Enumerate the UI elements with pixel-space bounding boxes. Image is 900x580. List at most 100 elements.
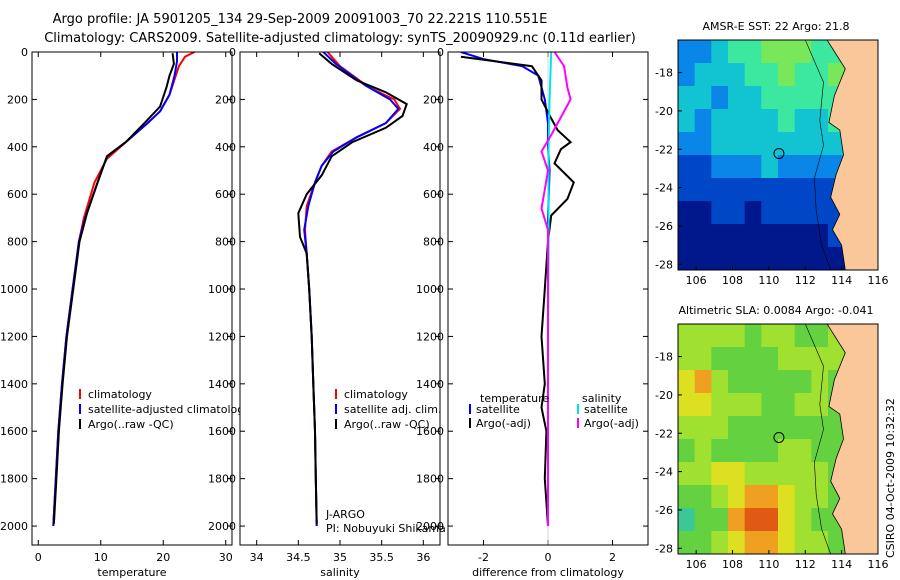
map-cell bbox=[694, 370, 712, 394]
map-cell bbox=[778, 224, 796, 248]
map-cell bbox=[678, 63, 696, 87]
map-cell bbox=[811, 63, 829, 87]
legend: temperature salinitysatelliteArgo(-adj)sa… bbox=[469, 392, 639, 430]
map-cell bbox=[744, 63, 762, 87]
legend-label: satellite bbox=[476, 403, 520, 416]
x-tick-label: 110 bbox=[758, 274, 779, 287]
x-tick-label: 2 bbox=[609, 551, 616, 564]
y-tick-label: 800 bbox=[423, 236, 444, 249]
map-cell bbox=[794, 63, 812, 87]
map-cell bbox=[728, 247, 746, 270]
map-cell bbox=[728, 63, 746, 87]
map-cell bbox=[794, 155, 812, 179]
land-mass bbox=[826, 324, 878, 554]
map-cell bbox=[744, 224, 762, 248]
land-mass bbox=[826, 40, 878, 270]
y-tick-label: 200 bbox=[7, 93, 28, 106]
series-group bbox=[297, 52, 408, 527]
map-cell bbox=[744, 439, 762, 463]
map-cell bbox=[744, 370, 762, 394]
map-cell bbox=[728, 224, 746, 248]
y-tick-label: -20 bbox=[655, 105, 673, 118]
map-cell bbox=[694, 393, 712, 417]
map-cell bbox=[744, 531, 762, 554]
legend-label: satellite-adjusted climatology bbox=[88, 403, 251, 416]
map-cell bbox=[761, 462, 779, 486]
y-tick-label: -18 bbox=[655, 67, 673, 80]
map-cell bbox=[728, 370, 746, 394]
map-cell bbox=[728, 531, 746, 554]
y-tick-label: 400 bbox=[423, 141, 444, 154]
map-cell bbox=[794, 178, 812, 202]
x-tick-label: -2 bbox=[478, 551, 489, 564]
map-cell bbox=[778, 393, 796, 417]
x-tick-label: 36 bbox=[416, 551, 430, 564]
map-cell bbox=[778, 416, 796, 440]
map-cell bbox=[711, 201, 729, 225]
map-cell bbox=[761, 63, 779, 87]
map-cell bbox=[778, 109, 796, 133]
map-cell bbox=[711, 155, 729, 179]
map-cell bbox=[728, 155, 746, 179]
y-tick-label: 1200 bbox=[416, 330, 444, 343]
map-cell bbox=[761, 439, 779, 463]
map-cell bbox=[694, 462, 712, 486]
map-cell bbox=[711, 508, 729, 532]
y-tick-label: -22 bbox=[655, 427, 673, 440]
x-axis-label: difference from climatology bbox=[472, 566, 624, 579]
map-sst_map: 106 108 110 112 114 116 -18 -20 -22 -24 -26 -28 AMSR… bbox=[655, 20, 888, 287]
shelf-contour bbox=[805, 40, 831, 270]
map-cell bbox=[711, 416, 729, 440]
plot-frame-top bbox=[239, 51, 441, 546]
map-cell bbox=[711, 439, 729, 463]
series-line-2 bbox=[52, 53, 175, 524]
map-cell bbox=[694, 201, 712, 225]
y-tick-label: 800 bbox=[7, 236, 28, 249]
map-cell bbox=[678, 86, 696, 110]
map-cell bbox=[761, 201, 779, 225]
map-cell bbox=[828, 531, 846, 554]
y-tick-label: 2000 bbox=[208, 520, 236, 533]
map-cell bbox=[761, 531, 779, 554]
y-tick-label: 200 bbox=[423, 93, 444, 106]
map-cell bbox=[778, 324, 796, 348]
map-cell bbox=[678, 485, 696, 509]
map-cell bbox=[778, 155, 796, 179]
map-cell bbox=[694, 439, 712, 463]
series-line-3 bbox=[540, 52, 572, 526]
map-cell bbox=[744, 201, 762, 225]
map-cell bbox=[794, 86, 812, 110]
map-cell bbox=[761, 40, 779, 64]
header-line-2: Climatology: CARS2009. Satellite-adjuste… bbox=[44, 31, 636, 46]
map-cell bbox=[794, 485, 812, 509]
map-cell bbox=[811, 370, 829, 394]
map-cell bbox=[794, 531, 812, 554]
map-cell bbox=[811, 485, 829, 509]
map-cell bbox=[761, 393, 779, 417]
map-cell bbox=[778, 63, 796, 87]
map-cell bbox=[711, 531, 729, 554]
y-tick-label: -24 bbox=[655, 182, 673, 195]
map-cell bbox=[811, 416, 829, 440]
map-cell bbox=[728, 201, 746, 225]
plot-frame bbox=[239, 51, 441, 546]
map-cell bbox=[678, 508, 696, 532]
map-cell bbox=[678, 370, 696, 394]
legend-title-temperature: temperature bbox=[480, 392, 549, 405]
map-cell bbox=[711, 178, 729, 202]
x-tick-label: 35 bbox=[333, 551, 347, 564]
map-cell bbox=[761, 132, 779, 156]
map-cell bbox=[694, 247, 712, 270]
series-group bbox=[52, 52, 195, 527]
map-cell bbox=[778, 531, 796, 554]
y-tick-label: 600 bbox=[7, 188, 28, 201]
map-cell bbox=[678, 201, 696, 225]
y-tick-label: 0 bbox=[437, 46, 444, 59]
y-tick-label: 400 bbox=[215, 141, 236, 154]
map-cell bbox=[811, 40, 829, 64]
map-cell bbox=[794, 462, 812, 486]
map-cell bbox=[678, 155, 696, 179]
map-cell bbox=[811, 531, 829, 554]
map-cell bbox=[711, 462, 729, 486]
